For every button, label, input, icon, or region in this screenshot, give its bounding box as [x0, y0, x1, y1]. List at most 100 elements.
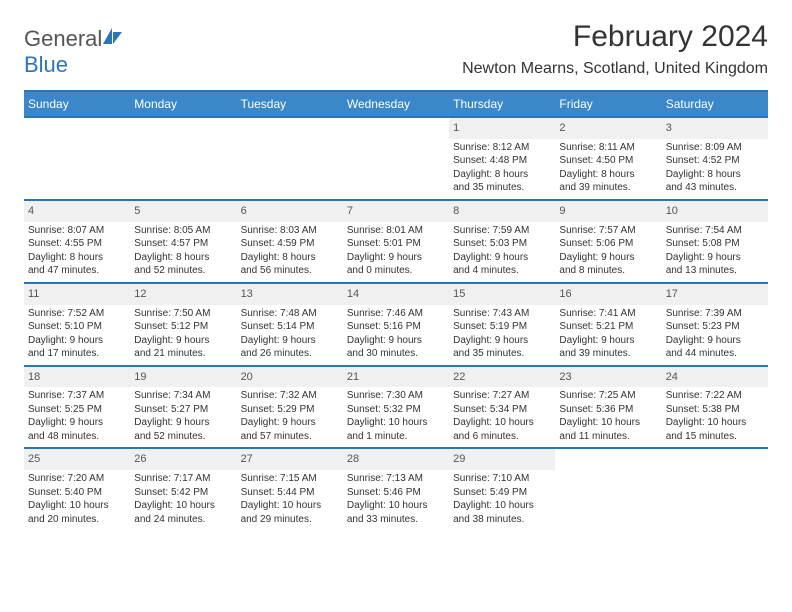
day-line-ss: Sunset: 5:34 PM — [453, 403, 551, 417]
day-line-sr: Sunrise: 7:43 AM — [453, 307, 551, 321]
calendar-cell — [24, 117, 130, 200]
calendar-cell: 24Sunrise: 7:22 AMSunset: 5:38 PMDayligh… — [662, 366, 768, 449]
day-line-sr: Sunrise: 7:32 AM — [241, 389, 339, 403]
day-line-sr: Sunrise: 7:52 AM — [28, 307, 126, 321]
day-line-ss: Sunset: 5:40 PM — [28, 486, 126, 500]
calendar-cell: 25Sunrise: 7:20 AMSunset: 5:40 PMDayligh… — [24, 448, 130, 530]
day-body: Sunrise: 7:15 AMSunset: 5:44 PMDaylight:… — [237, 470, 343, 530]
day-line-d1: Daylight: 8 hours — [134, 251, 232, 265]
day-number: 16 — [555, 284, 661, 305]
day-number: 15 — [449, 284, 555, 305]
calendar-cell: 19Sunrise: 7:34 AMSunset: 5:27 PMDayligh… — [130, 366, 236, 449]
day-body: Sunrise: 7:32 AMSunset: 5:29 PMDaylight:… — [237, 387, 343, 447]
day-line-ss: Sunset: 5:42 PM — [134, 486, 232, 500]
calendar-cell: 27Sunrise: 7:15 AMSunset: 5:44 PMDayligh… — [237, 448, 343, 530]
calendar-cell: 7Sunrise: 8:01 AMSunset: 5:01 PMDaylight… — [343, 200, 449, 283]
day-line-d2: and 6 minutes. — [453, 430, 551, 444]
col-saturday: Saturday — [662, 91, 768, 117]
calendar-cell: 23Sunrise: 7:25 AMSunset: 5:36 PMDayligh… — [555, 366, 661, 449]
day-line-ss: Sunset: 5:21 PM — [559, 320, 657, 334]
day-line-sr: Sunrise: 7:50 AM — [134, 307, 232, 321]
day-line-d2: and 39 minutes. — [559, 181, 657, 195]
day-line-d2: and 4 minutes. — [453, 264, 551, 278]
day-line-sr: Sunrise: 7:59 AM — [453, 224, 551, 238]
day-number: 28 — [343, 449, 449, 470]
day-body: Sunrise: 8:03 AMSunset: 4:59 PMDaylight:… — [237, 222, 343, 282]
day-line-sr: Sunrise: 8:05 AM — [134, 224, 232, 238]
calendar-cell: 11Sunrise: 7:52 AMSunset: 5:10 PMDayligh… — [24, 283, 130, 366]
day-line-d1: Daylight: 9 hours — [241, 416, 339, 430]
day-line-ss: Sunset: 5:16 PM — [347, 320, 445, 334]
day-body: Sunrise: 7:41 AMSunset: 5:21 PMDaylight:… — [555, 305, 661, 365]
day-body: Sunrise: 7:13 AMSunset: 5:46 PMDaylight:… — [343, 470, 449, 530]
day-line-d1: Daylight: 8 hours — [28, 251, 126, 265]
day-line-d2: and 38 minutes. — [453, 513, 551, 527]
day-line-d2: and 56 minutes. — [241, 264, 339, 278]
day-line-d1: Daylight: 10 hours — [347, 416, 445, 430]
day-line-d2: and 44 minutes. — [666, 347, 764, 361]
calendar-table: Sunday Monday Tuesday Wednesday Thursday… — [24, 90, 768, 530]
day-line-ss: Sunset: 5:46 PM — [347, 486, 445, 500]
month-title: February 2024 — [462, 20, 768, 54]
day-line-sr: Sunrise: 8:09 AM — [666, 141, 764, 155]
day-line-d1: Daylight: 9 hours — [559, 334, 657, 348]
day-line-sr: Sunrise: 7:13 AM — [347, 472, 445, 486]
day-body: Sunrise: 7:52 AMSunset: 5:10 PMDaylight:… — [24, 305, 130, 365]
day-number: 24 — [662, 367, 768, 388]
calendar-cell: 6Sunrise: 8:03 AMSunset: 4:59 PMDaylight… — [237, 200, 343, 283]
day-line-d1: Daylight: 10 hours — [347, 499, 445, 513]
day-line-ss: Sunset: 5:36 PM — [559, 403, 657, 417]
brand-logo: GeneralBlue — [24, 26, 124, 78]
day-line-ss: Sunset: 5:23 PM — [666, 320, 764, 334]
day-line-sr: Sunrise: 8:07 AM — [28, 224, 126, 238]
day-body: Sunrise: 7:39 AMSunset: 5:23 PMDaylight:… — [662, 305, 768, 365]
day-body: Sunrise: 7:59 AMSunset: 5:03 PMDaylight:… — [449, 222, 555, 282]
day-line-d1: Daylight: 10 hours — [134, 499, 232, 513]
day-line-sr: Sunrise: 7:20 AM — [28, 472, 126, 486]
day-number: 4 — [24, 201, 130, 222]
page-header: GeneralBlue February 2024 Newton Mearns,… — [24, 20, 768, 78]
day-line-sr: Sunrise: 7:30 AM — [347, 389, 445, 403]
brand-part1: General — [24, 26, 102, 51]
day-line-d1: Daylight: 9 hours — [666, 251, 764, 265]
calendar-week: 11Sunrise: 7:52 AMSunset: 5:10 PMDayligh… — [24, 283, 768, 366]
day-number: 18 — [24, 367, 130, 388]
calendar-cell: 20Sunrise: 7:32 AMSunset: 5:29 PMDayligh… — [237, 366, 343, 449]
day-body: Sunrise: 7:43 AMSunset: 5:19 PMDaylight:… — [449, 305, 555, 365]
calendar-cell — [130, 117, 236, 200]
col-monday: Monday — [130, 91, 236, 117]
col-sunday: Sunday — [24, 91, 130, 117]
day-line-ss: Sunset: 5:29 PM — [241, 403, 339, 417]
title-area: February 2024 Newton Mearns, Scotland, U… — [462, 20, 768, 78]
calendar-cell: 9Sunrise: 7:57 AMSunset: 5:06 PMDaylight… — [555, 200, 661, 283]
day-line-sr: Sunrise: 7:48 AM — [241, 307, 339, 321]
day-line-d2: and 33 minutes. — [347, 513, 445, 527]
day-number: 12 — [130, 284, 236, 305]
day-line-d1: Daylight: 9 hours — [241, 334, 339, 348]
day-line-d2: and 8 minutes. — [559, 264, 657, 278]
day-line-d2: and 29 minutes. — [241, 513, 339, 527]
sail-icon — [102, 26, 124, 52]
day-line-d1: Daylight: 9 hours — [347, 251, 445, 265]
day-line-d2: and 57 minutes. — [241, 430, 339, 444]
day-line-d2: and 35 minutes. — [453, 347, 551, 361]
day-body: Sunrise: 7:50 AMSunset: 5:12 PMDaylight:… — [130, 305, 236, 365]
day-line-d1: Daylight: 9 hours — [666, 334, 764, 348]
day-body: Sunrise: 7:48 AMSunset: 5:14 PMDaylight:… — [237, 305, 343, 365]
day-line-d2: and 24 minutes. — [134, 513, 232, 527]
day-line-d2: and 52 minutes. — [134, 264, 232, 278]
day-number: 22 — [449, 367, 555, 388]
day-number: 11 — [24, 284, 130, 305]
day-line-ss: Sunset: 5:14 PM — [241, 320, 339, 334]
day-line-d2: and 20 minutes. — [28, 513, 126, 527]
day-line-sr: Sunrise: 7:22 AM — [666, 389, 764, 403]
day-line-sr: Sunrise: 8:12 AM — [453, 141, 551, 155]
calendar-cell — [555, 448, 661, 530]
day-line-d1: Daylight: 9 hours — [453, 251, 551, 265]
day-line-ss: Sunset: 5:32 PM — [347, 403, 445, 417]
day-line-d2: and 30 minutes. — [347, 347, 445, 361]
day-line-ss: Sunset: 4:55 PM — [28, 237, 126, 251]
day-number: 17 — [662, 284, 768, 305]
day-body: Sunrise: 8:05 AMSunset: 4:57 PMDaylight:… — [130, 222, 236, 282]
day-line-ss: Sunset: 4:50 PM — [559, 154, 657, 168]
